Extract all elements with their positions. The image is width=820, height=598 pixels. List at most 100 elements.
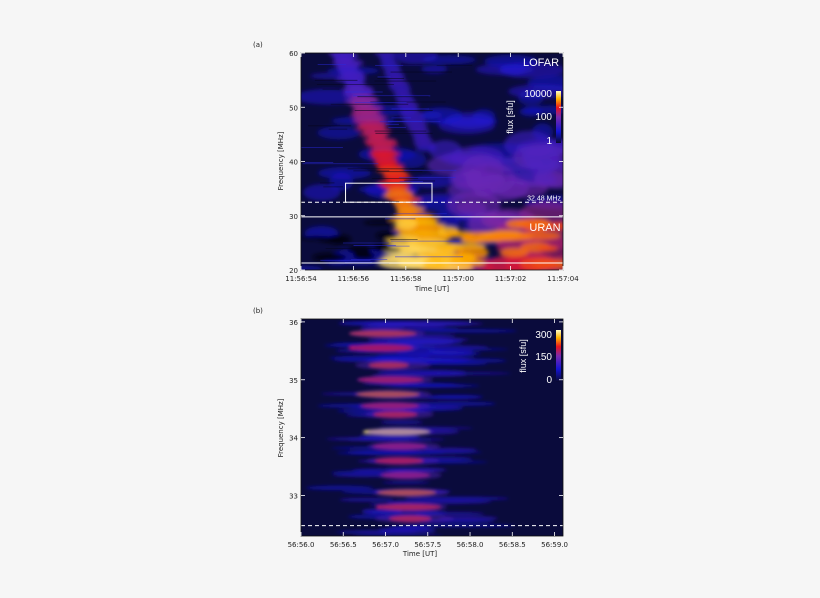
spectrogram-patch xyxy=(399,110,424,117)
panel-a-colorbar-tick: 100 xyxy=(535,112,552,123)
spectrogram-patch xyxy=(414,329,518,333)
y-tick-label: 50 xyxy=(289,104,298,112)
panel-a-colorbar-tick: 1 xyxy=(546,136,552,147)
spectrogram-patch xyxy=(352,343,419,353)
panel-a-label: (a) xyxy=(253,41,263,49)
panel-a-xlabel: Time [UT] xyxy=(414,285,449,293)
panel-b-colorbar-tick: 300 xyxy=(535,330,552,341)
spectrogram-patch xyxy=(379,502,447,512)
spectrogram-patch xyxy=(364,320,472,327)
spectrogram-patch xyxy=(451,170,506,190)
frequency-line-label: 32.48 MHz xyxy=(527,195,561,202)
spectrogram-patch xyxy=(405,524,515,528)
spectrogram-patch xyxy=(381,481,431,485)
spectrogram-patch xyxy=(406,123,428,130)
panel-b: (b) 300 150 0 flux [sfu] 56:56.0 56:56.5 5… xyxy=(253,307,568,558)
spectrogram-patch xyxy=(380,63,401,70)
y-tick-label: 36 xyxy=(289,319,298,327)
spectrogram-patch xyxy=(395,102,419,109)
spectrogram-patch xyxy=(339,497,394,502)
spectrogram-patch xyxy=(537,245,559,252)
spectrogram-patch xyxy=(339,530,437,534)
spectrogram-patch xyxy=(488,234,532,242)
spectrogram-patch xyxy=(347,246,372,254)
panel-b-frame xyxy=(300,318,564,537)
x-tick-label: 56:56.5 xyxy=(330,541,357,549)
spectrogram-patch xyxy=(406,347,509,351)
x-tick-label: 11:57:04 xyxy=(547,275,579,283)
panel-b-colorbar-tick: 150 xyxy=(535,352,552,363)
y-tick-label: 30 xyxy=(289,213,298,221)
spectrogram-patch xyxy=(450,252,477,263)
spectrogram-patch xyxy=(336,451,446,455)
panel-b-spectrogram xyxy=(305,320,518,536)
spectrogram-patch xyxy=(366,427,435,437)
spectrogram-patch xyxy=(365,409,434,419)
spectrogram-patch xyxy=(373,488,449,498)
spectrogram-patch xyxy=(413,141,436,148)
spectrogram-patch xyxy=(389,384,466,388)
x-tick-label: 11:56:58 xyxy=(390,275,421,283)
panel-b-colorbar-tick: 0 xyxy=(546,375,552,386)
spectrogram-patch xyxy=(411,372,512,375)
spectrogram-patch xyxy=(375,514,454,524)
x-tick-label: 56:56.0 xyxy=(288,541,315,549)
spectrogram-patch xyxy=(521,105,563,115)
spectrogram-patch xyxy=(317,126,361,140)
spectrogram-patch xyxy=(422,259,445,269)
panel-a-colorbar-label: flux [sfu] xyxy=(505,100,515,134)
spectrogram-patch xyxy=(408,175,454,189)
y-tick-label: 35 xyxy=(289,377,298,385)
spectrogram-patch xyxy=(318,237,346,243)
spectrogram-patch xyxy=(358,401,431,411)
x-tick-label: 56:58.0 xyxy=(457,541,484,549)
spectrogram-patch xyxy=(401,115,425,122)
y-tick-label: 34 xyxy=(289,435,298,443)
spectrogram-patch xyxy=(348,328,426,338)
panel-a: (a) 32.48 MHz LOFAR URAN 10000 100 1 flu… xyxy=(253,41,579,293)
spectrogram-patch xyxy=(383,71,405,78)
spectrogram-patch xyxy=(303,184,341,201)
spectrogram-patch xyxy=(362,510,403,515)
spectrogram-patch xyxy=(312,253,347,262)
spectrogram-patch xyxy=(367,456,440,466)
spectrogram-patch xyxy=(523,145,559,169)
spectrogram-patch xyxy=(352,534,443,536)
y-tick-label: 20 xyxy=(289,267,298,275)
selection-box xyxy=(345,182,433,203)
panel-b-colorbar xyxy=(556,330,561,382)
y-tick-label: 33 xyxy=(289,492,298,500)
x-tick-label: 56:57.5 xyxy=(414,541,441,549)
panel-b-axes: 56:56.0 56:56.5 56:57.0 56:57.5 56:58.0 56:58… xyxy=(288,319,568,549)
spectrogram-patch xyxy=(388,84,412,91)
spectrogram-patch xyxy=(305,485,374,491)
spectrogram-patch xyxy=(356,375,433,385)
spectrogram-patch xyxy=(329,355,416,361)
spectrogram-patch xyxy=(363,220,397,225)
panel-b-colorbar-label: flux [sfu] xyxy=(518,339,528,373)
lofar-label: LOFAR xyxy=(523,57,559,69)
spectrogram-patch xyxy=(508,84,563,99)
spectrogram-patch xyxy=(500,247,529,257)
spectrogram-patch xyxy=(424,447,477,452)
uran-label: URAN xyxy=(529,222,560,234)
x-tick-label: 56:59.0 xyxy=(541,541,568,549)
spectrogram-patch xyxy=(325,437,424,441)
spectrogram-patch xyxy=(421,64,448,74)
panel-a-axes: 11:56:54 11:56:56 11:56:58 11:57:00 11:57:02… xyxy=(285,50,579,283)
panel-a-ylabel: Frequency [MHz] xyxy=(277,131,285,190)
x-tick-label: 11:57:02 xyxy=(495,275,526,283)
spectrogram-patch xyxy=(447,191,501,219)
spectrogram-patch xyxy=(375,231,397,240)
x-tick-label: 11:57:00 xyxy=(442,275,473,283)
spectrogram-patch xyxy=(427,394,483,399)
panel-b-ylabel: Frequency [MHz] xyxy=(277,398,285,457)
spectrogram-patch xyxy=(396,151,427,169)
y-tick-label: 40 xyxy=(289,159,298,167)
spectrogram-patch xyxy=(387,338,464,343)
panel-a-colorbar xyxy=(556,91,561,143)
spectrogram-patch xyxy=(317,166,372,180)
spectrogram-patch xyxy=(393,53,438,65)
panel-a-overlays: 32.48 MHz xyxy=(301,182,563,264)
